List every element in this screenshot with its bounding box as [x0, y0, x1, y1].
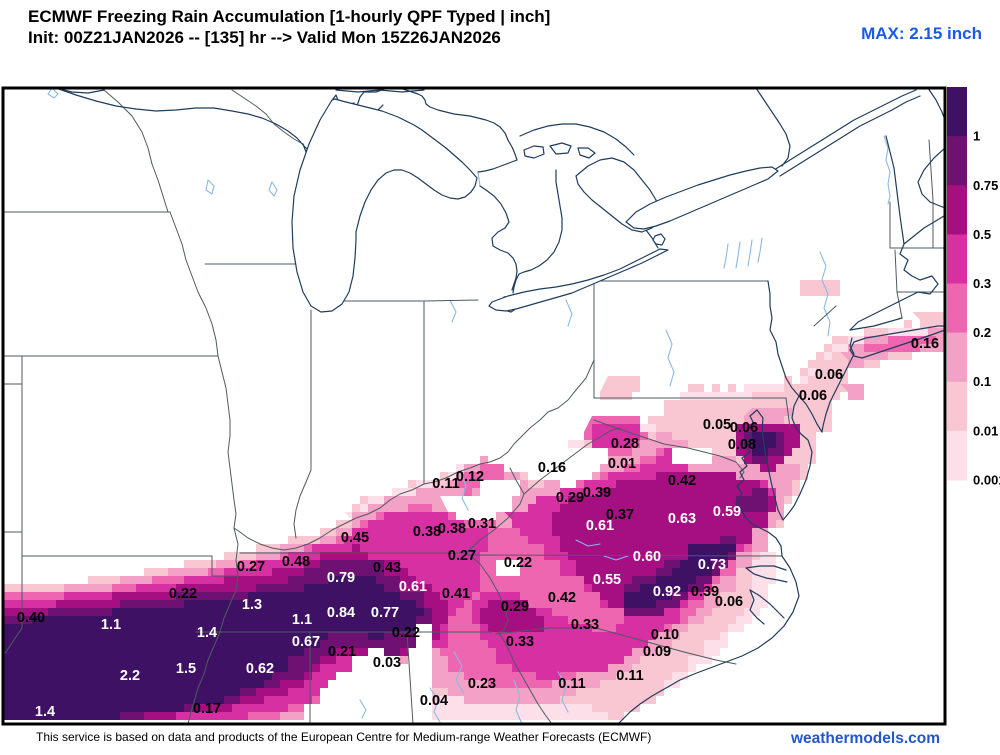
svg-text:0.38: 0.38 [413, 524, 441, 540]
svg-text:1.5: 1.5 [176, 661, 196, 677]
svg-text:0.42: 0.42 [548, 590, 576, 606]
svg-text:0.22: 0.22 [504, 555, 532, 571]
svg-text:0.59: 0.59 [713, 504, 741, 520]
svg-text:0.60: 0.60 [633, 549, 661, 565]
svg-text:0.40: 0.40 [17, 610, 45, 626]
svg-text:ECMWF Freezing Rain Accumulati: ECMWF Freezing Rain Accumulation [1-hour… [28, 7, 550, 26]
svg-text:0.06: 0.06 [730, 420, 758, 436]
svg-text:1: 1 [973, 129, 980, 144]
svg-text:0.001: 0.001 [973, 473, 1000, 488]
svg-text:0.2: 0.2 [973, 325, 991, 340]
svg-text:0.21: 0.21 [328, 644, 356, 660]
svg-text:0.45: 0.45 [341, 530, 369, 546]
svg-text:0.39: 0.39 [583, 485, 611, 501]
svg-text:0.38: 0.38 [438, 521, 466, 537]
svg-text:0.27: 0.27 [448, 548, 476, 564]
svg-text:1.4: 1.4 [197, 625, 217, 641]
svg-text:0.27: 0.27 [237, 559, 265, 575]
svg-text:2.2: 2.2 [120, 668, 140, 684]
svg-text:0.12: 0.12 [456, 469, 484, 485]
svg-text:1.1: 1.1 [292, 612, 312, 628]
svg-text:0.23: 0.23 [468, 676, 496, 692]
svg-text:0.55: 0.55 [593, 572, 621, 588]
svg-text:0.01: 0.01 [973, 423, 998, 438]
svg-text:This service is based on data: This service is based on data and produc… [36, 730, 651, 744]
svg-text:0.84: 0.84 [327, 605, 355, 621]
svg-text:0.79: 0.79 [327, 570, 355, 586]
svg-text:0.33: 0.33 [571, 617, 599, 633]
svg-text:0.1: 0.1 [973, 374, 991, 389]
svg-text:0.61: 0.61 [399, 579, 427, 595]
svg-text:0.29: 0.29 [556, 490, 584, 506]
svg-text:0.62: 0.62 [246, 661, 274, 677]
svg-text:0.17: 0.17 [193, 701, 221, 717]
svg-text:0.43: 0.43 [373, 560, 401, 576]
svg-text:MAX: 2.15 inch: MAX: 2.15 inch [861, 24, 982, 43]
svg-text:weathermodels.com: weathermodels.com [790, 730, 940, 747]
svg-text:0.42: 0.42 [668, 473, 696, 489]
svg-text:0.11: 0.11 [616, 668, 643, 684]
svg-text:0.06: 0.06 [815, 367, 843, 383]
svg-text:0.16: 0.16 [911, 336, 939, 352]
svg-text:0.33: 0.33 [506, 634, 534, 650]
svg-text:0.05: 0.05 [703, 417, 731, 433]
svg-text:0.37: 0.37 [606, 507, 634, 523]
svg-text:0.11: 0.11 [558, 676, 585, 692]
svg-text:0.29: 0.29 [501, 599, 529, 615]
svg-text:0.41: 0.41 [442, 586, 470, 602]
svg-text:0.39: 0.39 [691, 584, 719, 600]
svg-text:0.11: 0.11 [432, 476, 459, 492]
svg-text:0.03: 0.03 [373, 655, 401, 671]
svg-text:0.16: 0.16 [538, 460, 566, 476]
svg-text:1.3: 1.3 [242, 597, 262, 613]
svg-text:0.5: 0.5 [973, 227, 991, 242]
svg-text:0.08: 0.08 [728, 437, 756, 453]
svg-text:0.28: 0.28 [611, 436, 639, 452]
svg-text:0.22: 0.22 [169, 586, 197, 602]
svg-text:0.73: 0.73 [698, 557, 726, 573]
svg-text:0.67: 0.67 [292, 634, 320, 650]
svg-text:0.63: 0.63 [668, 511, 696, 527]
svg-text:0.22: 0.22 [392, 625, 420, 641]
svg-text:0.01: 0.01 [608, 456, 636, 472]
svg-text:0.04: 0.04 [420, 693, 448, 709]
svg-text:0.48: 0.48 [282, 554, 310, 570]
svg-text:0.61: 0.61 [586, 518, 614, 534]
svg-text:0.92: 0.92 [653, 584, 681, 600]
svg-text:0.06: 0.06 [715, 594, 743, 610]
svg-text:0.31: 0.31 [468, 516, 496, 532]
svg-text:0.10: 0.10 [651, 627, 679, 643]
svg-text:1.4: 1.4 [35, 704, 55, 720]
svg-text:0.06: 0.06 [799, 388, 827, 404]
svg-text:0.75: 0.75 [973, 178, 998, 193]
svg-text:Init: 00Z21JAN2026 -- [135] hr: Init: 00Z21JAN2026 -- [135] hr --> Valid… [28, 28, 501, 47]
svg-text:0.3: 0.3 [973, 276, 991, 291]
svg-text:0.09: 0.09 [643, 644, 671, 660]
svg-text:1.1: 1.1 [101, 617, 121, 633]
svg-text:0.77: 0.77 [371, 605, 399, 621]
